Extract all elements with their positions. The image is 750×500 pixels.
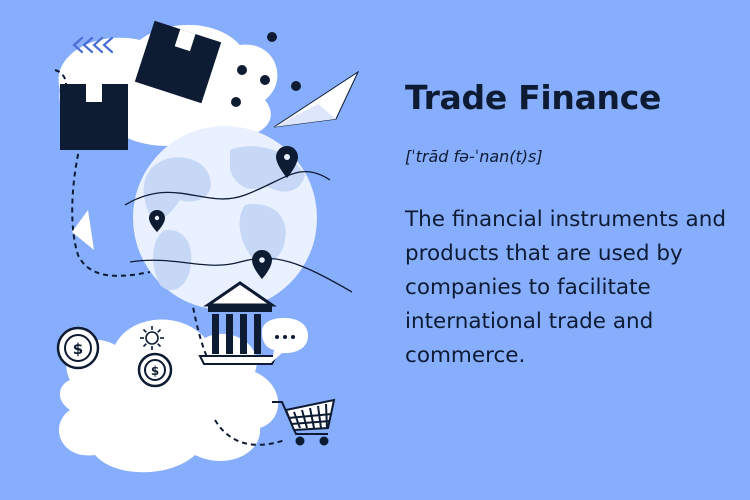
chevrons-icon — [72, 36, 114, 54]
term-title: Trade Finance — [405, 78, 662, 117]
map-pin-icon — [149, 210, 165, 232]
sun-icon — [140, 326, 164, 350]
dashed-path — [54, 69, 286, 446]
route-lines — [124, 170, 353, 293]
package-box-icon — [134, 20, 222, 104]
trade-illustration: $ $ — [54, 20, 360, 473]
map-pin-icon — [252, 250, 272, 279]
paper-plane-small-icon — [72, 210, 94, 250]
bank-building-icon — [198, 281, 278, 365]
speech-bubble-icon — [262, 318, 308, 362]
svg-text:$: $ — [73, 340, 83, 358]
paper-plane-icon — [273, 70, 360, 128]
shopping-cart-icon — [272, 398, 336, 446]
map-pin-icon — [276, 146, 298, 178]
dollar-coin-icon: $ — [137, 352, 173, 388]
dollar-coin-icon: $ — [56, 326, 100, 370]
definition-text: The financial instruments and products t… — [405, 207, 726, 368]
svg-text:$: $ — [151, 364, 159, 378]
decorative-dots — [231, 32, 301, 107]
package-box-icon — [60, 84, 128, 150]
pronunciation: [ˈtrād fə-ˈnan(t)s] — [405, 147, 543, 166]
